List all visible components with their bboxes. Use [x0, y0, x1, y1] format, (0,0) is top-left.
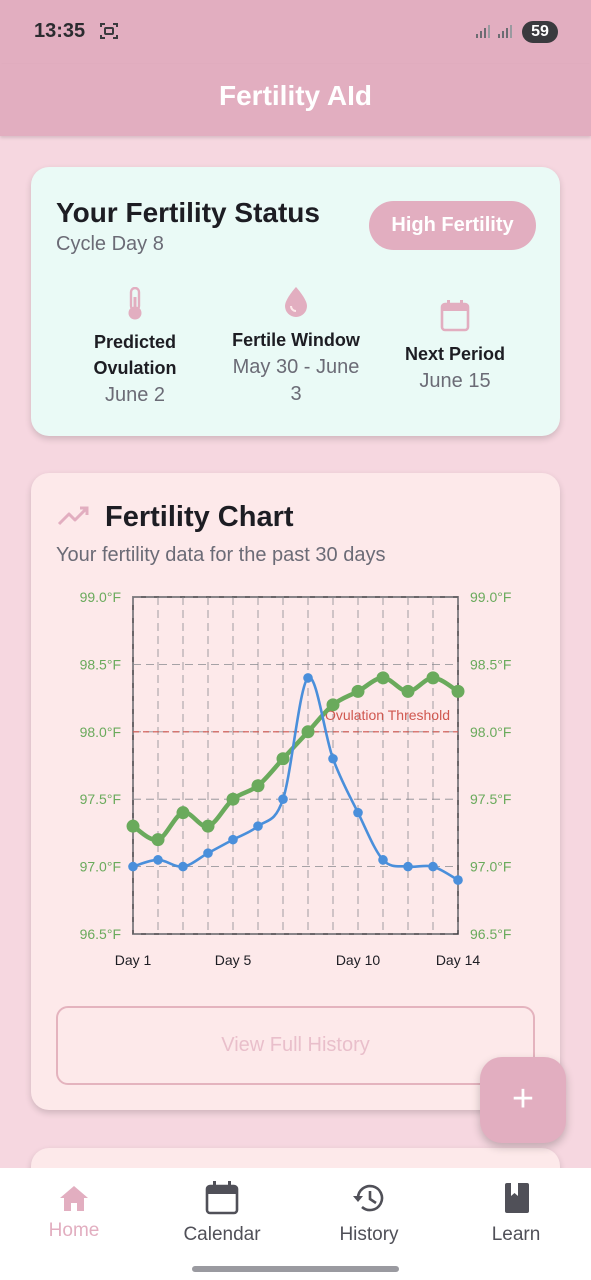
series-1-point	[427, 671, 440, 684]
y-tick-label-left: 99.0°F	[80, 589, 121, 605]
series-2-point	[203, 848, 213, 858]
y-tick-label-right: 98.0°F	[470, 724, 511, 740]
status-title: Your Fertility Status	[56, 197, 320, 229]
series-2-point	[128, 862, 138, 872]
y-tick-label-right: 97.5°F	[470, 791, 511, 807]
stat-label: Ovulation	[71, 355, 199, 381]
status-bar: 13:35 59	[0, 0, 591, 64]
next-period-stat: Next Period June 15	[395, 299, 515, 399]
series-2-point	[278, 794, 288, 804]
battery-indicator: 59	[522, 21, 558, 43]
stat-value: June 15	[395, 368, 515, 395]
series-1-point	[377, 671, 390, 684]
series-1-point	[152, 833, 165, 846]
water-drop-icon	[282, 285, 310, 317]
fertile-window-stat: Fertile Window May 30 - June 3	[214, 285, 378, 415]
series-1-point	[177, 806, 190, 819]
series-2-point	[328, 754, 338, 764]
series-2-point	[253, 821, 263, 831]
chart-title: Fertility Chart	[105, 501, 294, 534]
series-1-point	[327, 698, 340, 711]
series-1-point	[452, 685, 465, 698]
predicted-ovulation-stat: Predicted Ovulation June 2	[71, 287, 199, 417]
x-tick-label: Day 1	[115, 952, 152, 968]
gesture-bar	[192, 1266, 399, 1272]
thermometer-icon	[125, 287, 145, 321]
temperature-chart: 96.5°F 96.5°F 97.0°F 97.0°F 97.5°F 97.5°F 98.0…	[31, 583, 560, 973]
app-title: Fertility AId	[0, 80, 591, 112]
series-1-point	[202, 820, 215, 833]
series-1-point	[127, 820, 140, 833]
y-tick-label-right: 99.0°F	[470, 589, 511, 605]
fertility-status-card: Your Fertility Status Cycle Day 8 High F…	[31, 167, 560, 436]
clock: 13:35	[34, 20, 85, 43]
x-tick-label: Day 5	[215, 952, 252, 968]
series-2-point	[428, 862, 438, 872]
stat-label: Predicted	[71, 329, 199, 355]
x-tick-label: Day 14	[436, 952, 481, 968]
calendar-icon	[204, 1180, 240, 1216]
y-tick-label-left: 97.5°F	[80, 791, 121, 807]
nav-learn-label: Learn	[456, 1224, 576, 1246]
series-1-point	[227, 793, 240, 806]
fertility-chart-card: Fertility Chart Your fertility data for …	[31, 473, 560, 1110]
add-entry-button[interactable]: +	[480, 1057, 566, 1143]
book-icon	[498, 1180, 534, 1216]
series-2-point	[353, 808, 363, 818]
y-tick-label-left: 98.0°F	[80, 724, 121, 740]
y-tick-label-right: 97.0°F	[470, 859, 511, 875]
history-icon	[351, 1180, 387, 1216]
chart-subtitle: Your fertility data for the past 30 days	[56, 544, 385, 567]
fertility-level-badge[interactable]: High Fertility	[369, 201, 536, 250]
stat-value: June 2	[71, 382, 199, 409]
series-1-point	[352, 685, 365, 698]
signal-icon	[476, 23, 516, 39]
screenshot-icon	[100, 22, 118, 40]
series-1-point	[302, 725, 315, 738]
y-tick-label-right: 96.5°F	[470, 926, 511, 942]
bottom-navigation: Home Calendar History Learn	[0, 1168, 591, 1280]
series-2-point	[153, 855, 163, 865]
y-tick-label-left: 96.5°F	[80, 926, 121, 942]
y-tick-label-left: 98.5°F	[80, 656, 121, 672]
app-bar: Fertility AId	[0, 64, 591, 136]
y-tick-label-right: 98.5°F	[470, 656, 511, 672]
cycle-day: Cycle Day 8	[56, 233, 164, 256]
home-icon	[56, 1180, 92, 1216]
trending-up-icon	[57, 505, 91, 527]
series-2-point	[228, 835, 238, 845]
series-2-point	[303, 673, 313, 683]
stat-value: 3	[214, 381, 378, 408]
x-tick-label: Day 10	[336, 952, 381, 968]
view-full-history-button[interactable]: View Full History	[56, 1006, 535, 1085]
series-2-point	[378, 855, 388, 865]
series-2-point	[453, 875, 463, 885]
series-2-point	[178, 862, 188, 872]
series-1-point	[402, 685, 415, 698]
ovulation-threshold-label: Ovulation Threshold	[325, 707, 450, 723]
nav-home-label: Home	[14, 1220, 134, 1242]
series-1-point	[252, 779, 265, 792]
y-tick-label-left: 97.0°F	[80, 859, 121, 875]
nav-history-label: History	[309, 1224, 429, 1246]
stat-label: Next Period	[395, 341, 515, 367]
plot-frame	[133, 597, 458, 934]
stat-label: Fertile Window	[214, 327, 378, 353]
series-2-point	[403, 862, 413, 872]
stat-value: May 30 - June	[214, 354, 378, 381]
calendar-icon	[439, 299, 471, 333]
nav-calendar-label: Calendar	[162, 1224, 282, 1246]
series-1-point	[277, 752, 290, 765]
